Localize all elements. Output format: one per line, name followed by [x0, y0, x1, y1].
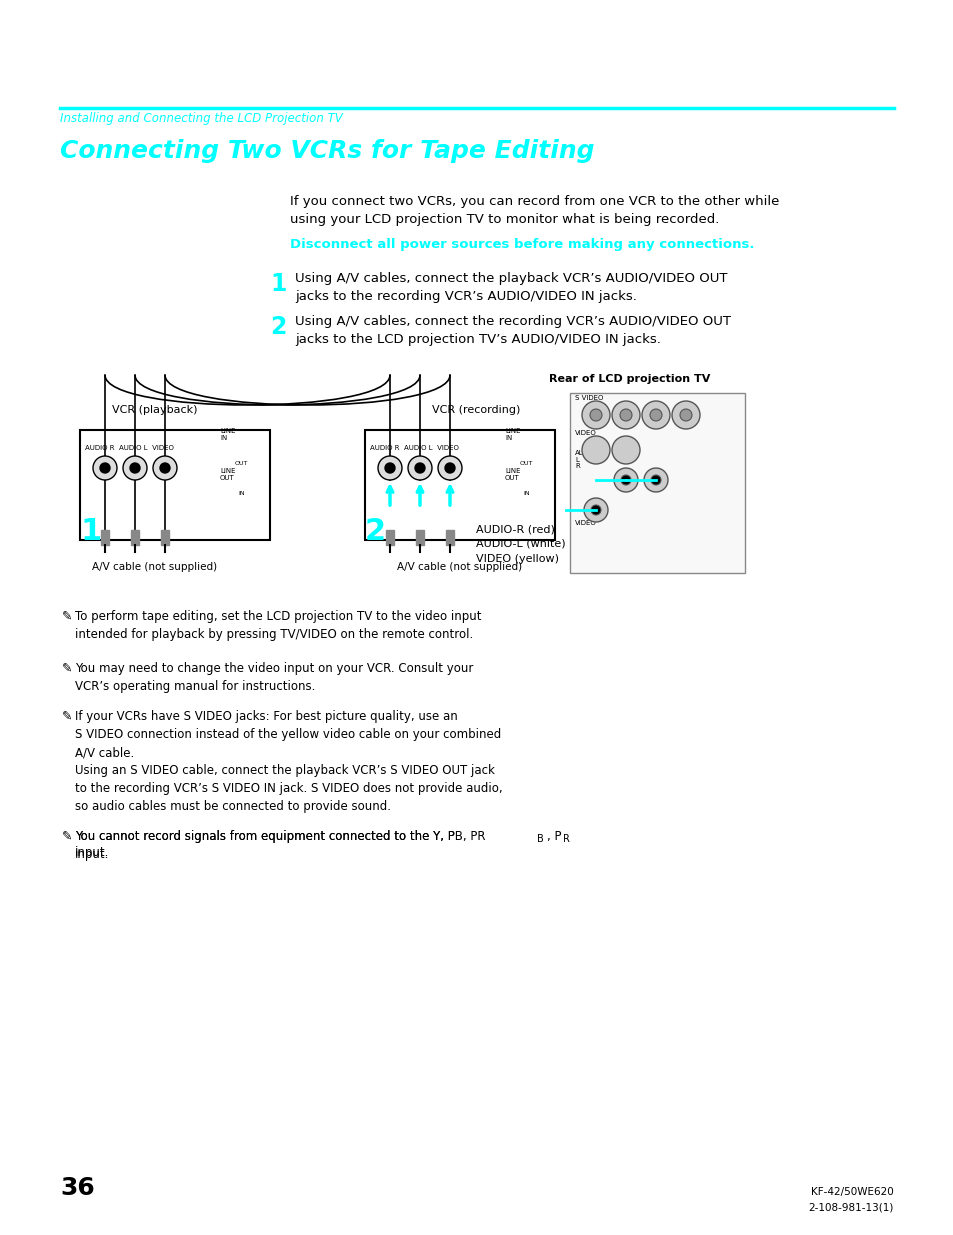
- Circle shape: [444, 463, 455, 473]
- Bar: [161, 530, 169, 545]
- Text: You may need to change the video input on your VCR. Consult your
VCR’s operating: You may need to change the video input o…: [75, 662, 473, 693]
- Text: , P: , P: [546, 830, 561, 844]
- Circle shape: [650, 475, 660, 485]
- Text: 2: 2: [270, 315, 286, 338]
- Circle shape: [614, 468, 638, 492]
- Text: IN: IN: [522, 492, 529, 496]
- Circle shape: [160, 463, 170, 473]
- Text: If your VCRs have S VIDEO jacks: For best picture quality, use an
S VIDEO connec: If your VCRs have S VIDEO jacks: For bes…: [75, 710, 502, 813]
- Text: 1: 1: [270, 272, 286, 296]
- Text: ✎: ✎: [62, 662, 72, 676]
- Text: Installing and Connecting the LCD Projection TV: Installing and Connecting the LCD Projec…: [60, 112, 342, 125]
- Circle shape: [612, 401, 639, 429]
- Text: AUDIO-R (red): AUDIO-R (red): [476, 524, 555, 534]
- Text: If you connect two VCRs, you can record from one VCR to the other while
using yo: If you connect two VCRs, you can record …: [290, 195, 779, 226]
- Text: OUT: OUT: [234, 461, 248, 466]
- Text: ✎: ✎: [62, 610, 72, 622]
- Circle shape: [671, 401, 700, 429]
- Text: AUDIO
L
R: AUDIO L R: [575, 450, 597, 469]
- Circle shape: [415, 463, 424, 473]
- Circle shape: [437, 456, 461, 480]
- Text: VIDEO (yellow): VIDEO (yellow): [476, 555, 558, 564]
- Circle shape: [385, 463, 395, 473]
- Text: input.: input.: [75, 846, 110, 860]
- Circle shape: [581, 436, 609, 464]
- Circle shape: [679, 409, 691, 421]
- Text: 36: 36: [60, 1176, 94, 1200]
- Circle shape: [581, 401, 609, 429]
- Bar: [131, 530, 139, 545]
- Circle shape: [377, 456, 401, 480]
- Circle shape: [589, 409, 601, 421]
- Text: KF-42/50WE620: KF-42/50WE620: [810, 1187, 893, 1197]
- Text: OUT: OUT: [519, 461, 533, 466]
- Text: B: B: [537, 834, 543, 844]
- Text: R: R: [562, 834, 569, 844]
- Circle shape: [92, 456, 117, 480]
- Circle shape: [583, 498, 607, 522]
- Text: AUDIO-L (white): AUDIO-L (white): [476, 538, 565, 550]
- Circle shape: [152, 456, 177, 480]
- Circle shape: [590, 505, 600, 515]
- Bar: [365, 430, 555, 540]
- Text: AUDIO R  AUDIO L  VIDEO: AUDIO R AUDIO L VIDEO: [370, 445, 458, 451]
- Text: AUDIO R  AUDIO L  VIDEO: AUDIO R AUDIO L VIDEO: [85, 445, 173, 451]
- Text: VCR (recording): VCR (recording): [432, 405, 519, 415]
- Text: Disconnect all power sources before making any connections.: Disconnect all power sources before maki…: [290, 238, 754, 251]
- Circle shape: [100, 463, 110, 473]
- Text: You cannot record signals from equipment connected to the Y, PB, PR
input.: You cannot record signals from equipment…: [75, 830, 485, 861]
- Bar: [386, 530, 394, 545]
- Text: LINE
OUT: LINE OUT: [504, 468, 520, 480]
- Circle shape: [612, 436, 639, 464]
- Text: Using A/V cables, connect the playback VCR’s AUDIO/VIDEO OUT
jacks to the record: Using A/V cables, connect the playback V…: [294, 272, 727, 303]
- Text: VIDEO: VIDEO: [575, 520, 597, 526]
- Text: VIDEO: VIDEO: [575, 430, 597, 436]
- Bar: [446, 530, 454, 545]
- Circle shape: [620, 475, 630, 485]
- Text: IN: IN: [237, 492, 244, 496]
- Circle shape: [619, 409, 631, 421]
- Text: 2-108-981-13(1): 2-108-981-13(1): [808, 1202, 893, 1212]
- Text: ✎: ✎: [62, 710, 72, 722]
- Text: Connecting Two VCRs for Tape Editing: Connecting Two VCRs for Tape Editing: [60, 140, 594, 163]
- Text: LINE
OUT: LINE OUT: [220, 468, 235, 480]
- Text: S VIDEO: S VIDEO: [575, 395, 602, 401]
- Text: 1: 1: [80, 517, 101, 546]
- Text: To perform tape editing, set the LCD projection TV to the video input
intended f: To perform tape editing, set the LCD pro…: [75, 610, 481, 641]
- Text: You cannot record signals from equipment connected to the Y, P: You cannot record signals from equipment…: [75, 830, 455, 844]
- Text: A/V cable (not supplied): A/V cable (not supplied): [92, 562, 217, 572]
- Text: LINE
IN: LINE IN: [220, 429, 235, 441]
- Circle shape: [643, 468, 667, 492]
- Bar: [80, 430, 270, 540]
- Text: LINE
IN: LINE IN: [504, 429, 520, 441]
- Circle shape: [641, 401, 669, 429]
- Text: VCR (playback): VCR (playback): [112, 405, 197, 415]
- Circle shape: [130, 463, 140, 473]
- Text: Using A/V cables, connect the recording VCR’s AUDIO/VIDEO OUT
jacks to the LCD p: Using A/V cables, connect the recording …: [294, 315, 730, 346]
- Circle shape: [408, 456, 432, 480]
- Bar: [569, 393, 744, 573]
- Bar: [101, 530, 109, 545]
- Text: ✎: ✎: [62, 830, 72, 844]
- Text: 2: 2: [365, 517, 386, 546]
- Text: A/V cable (not supplied): A/V cable (not supplied): [397, 562, 522, 572]
- Text: Rear of LCD projection TV: Rear of LCD projection TV: [549, 374, 710, 384]
- Circle shape: [123, 456, 147, 480]
- Circle shape: [649, 409, 661, 421]
- Bar: [416, 530, 423, 545]
